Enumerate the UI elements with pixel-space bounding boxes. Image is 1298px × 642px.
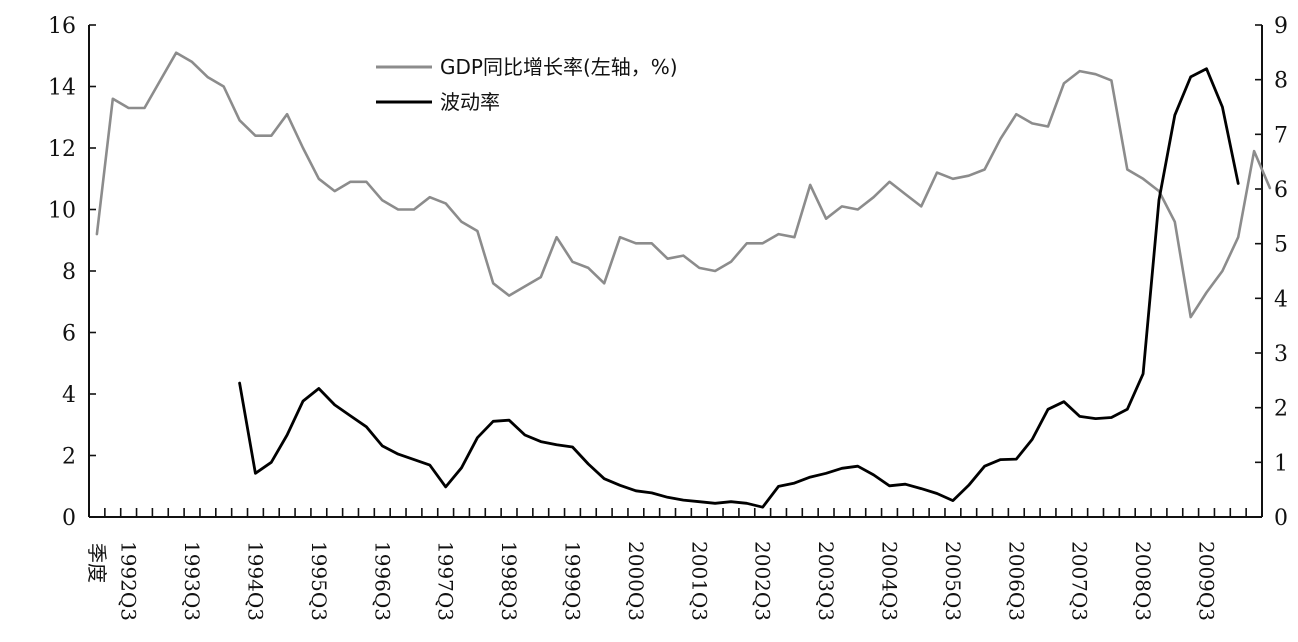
y-right-tick-label: 8 (1274, 69, 1288, 94)
x-tick-label: 2009Q3 (1195, 541, 1219, 621)
y-left-tick-label: 4 (62, 383, 76, 408)
x-tick-label: 2003Q3 (814, 541, 838, 621)
y-left-tick-label: 14 (48, 76, 76, 101)
x-tick-label: 2005Q3 (941, 541, 965, 621)
y-right-tick-label: 5 (1274, 233, 1288, 258)
y-left-tick-label: 10 (48, 199, 76, 224)
series-layer (95, 51, 1272, 509)
y-right-tick-label: 9 (1274, 14, 1288, 39)
x-tick-label: 1995Q3 (307, 541, 331, 621)
x-tick-label: 1992Q3 (117, 541, 141, 621)
x-tick-label: 1997Q3 (434, 541, 458, 621)
y-right-tick-label: 3 (1274, 342, 1288, 367)
x-tick-label: 2001Q3 (687, 541, 711, 621)
y-right-tick-label: 6 (1274, 178, 1288, 203)
y-left-tick-label: 0 (62, 506, 76, 531)
y-right-tick-label: 0 (1274, 506, 1288, 531)
x-tick-label: 2000Q3 (624, 541, 648, 621)
legend-label-gdp: GDP同比增长率(左轴，%) (440, 55, 678, 79)
y-right-tick-label: 1 (1274, 451, 1288, 476)
y-right-tick-label: 2 (1274, 397, 1288, 422)
x-tick-label: 1998Q3 (497, 541, 521, 621)
x-tick-label: 2007Q3 (1068, 541, 1092, 621)
y-left-tick-label: 6 (62, 322, 76, 347)
y-left-tick-label: 8 (62, 260, 76, 285)
y-right-tick-label: 7 (1274, 123, 1288, 148)
series-line-volatility (238, 67, 1240, 509)
y-left-tick-label: 12 (48, 137, 76, 162)
series-line-gdp (95, 51, 1272, 319)
y-left-tick-label: 16 (48, 14, 76, 39)
x-tick-label: 2002Q3 (751, 541, 775, 621)
x-tick-label: 1999Q3 (560, 541, 584, 621)
y-right-tick-label: 4 (1274, 287, 1288, 312)
x-axis-title: 季度 (85, 543, 109, 583)
x-tick-label: 2004Q3 (877, 541, 901, 621)
x-tick-label: 2008Q3 (1131, 541, 1155, 621)
y-left-tick-label: 2 (62, 445, 76, 470)
x-tick-label: 1996Q3 (370, 541, 394, 621)
legend: GDP同比增长率(左轴，%) 波动率 (376, 55, 678, 114)
x-tick-label: 2006Q3 (1004, 541, 1028, 621)
x-tick-label: 1993Q3 (180, 541, 204, 621)
x-tick-label: 1994Q3 (243, 541, 267, 621)
legend-label-volatility: 波动率 (440, 90, 500, 114)
